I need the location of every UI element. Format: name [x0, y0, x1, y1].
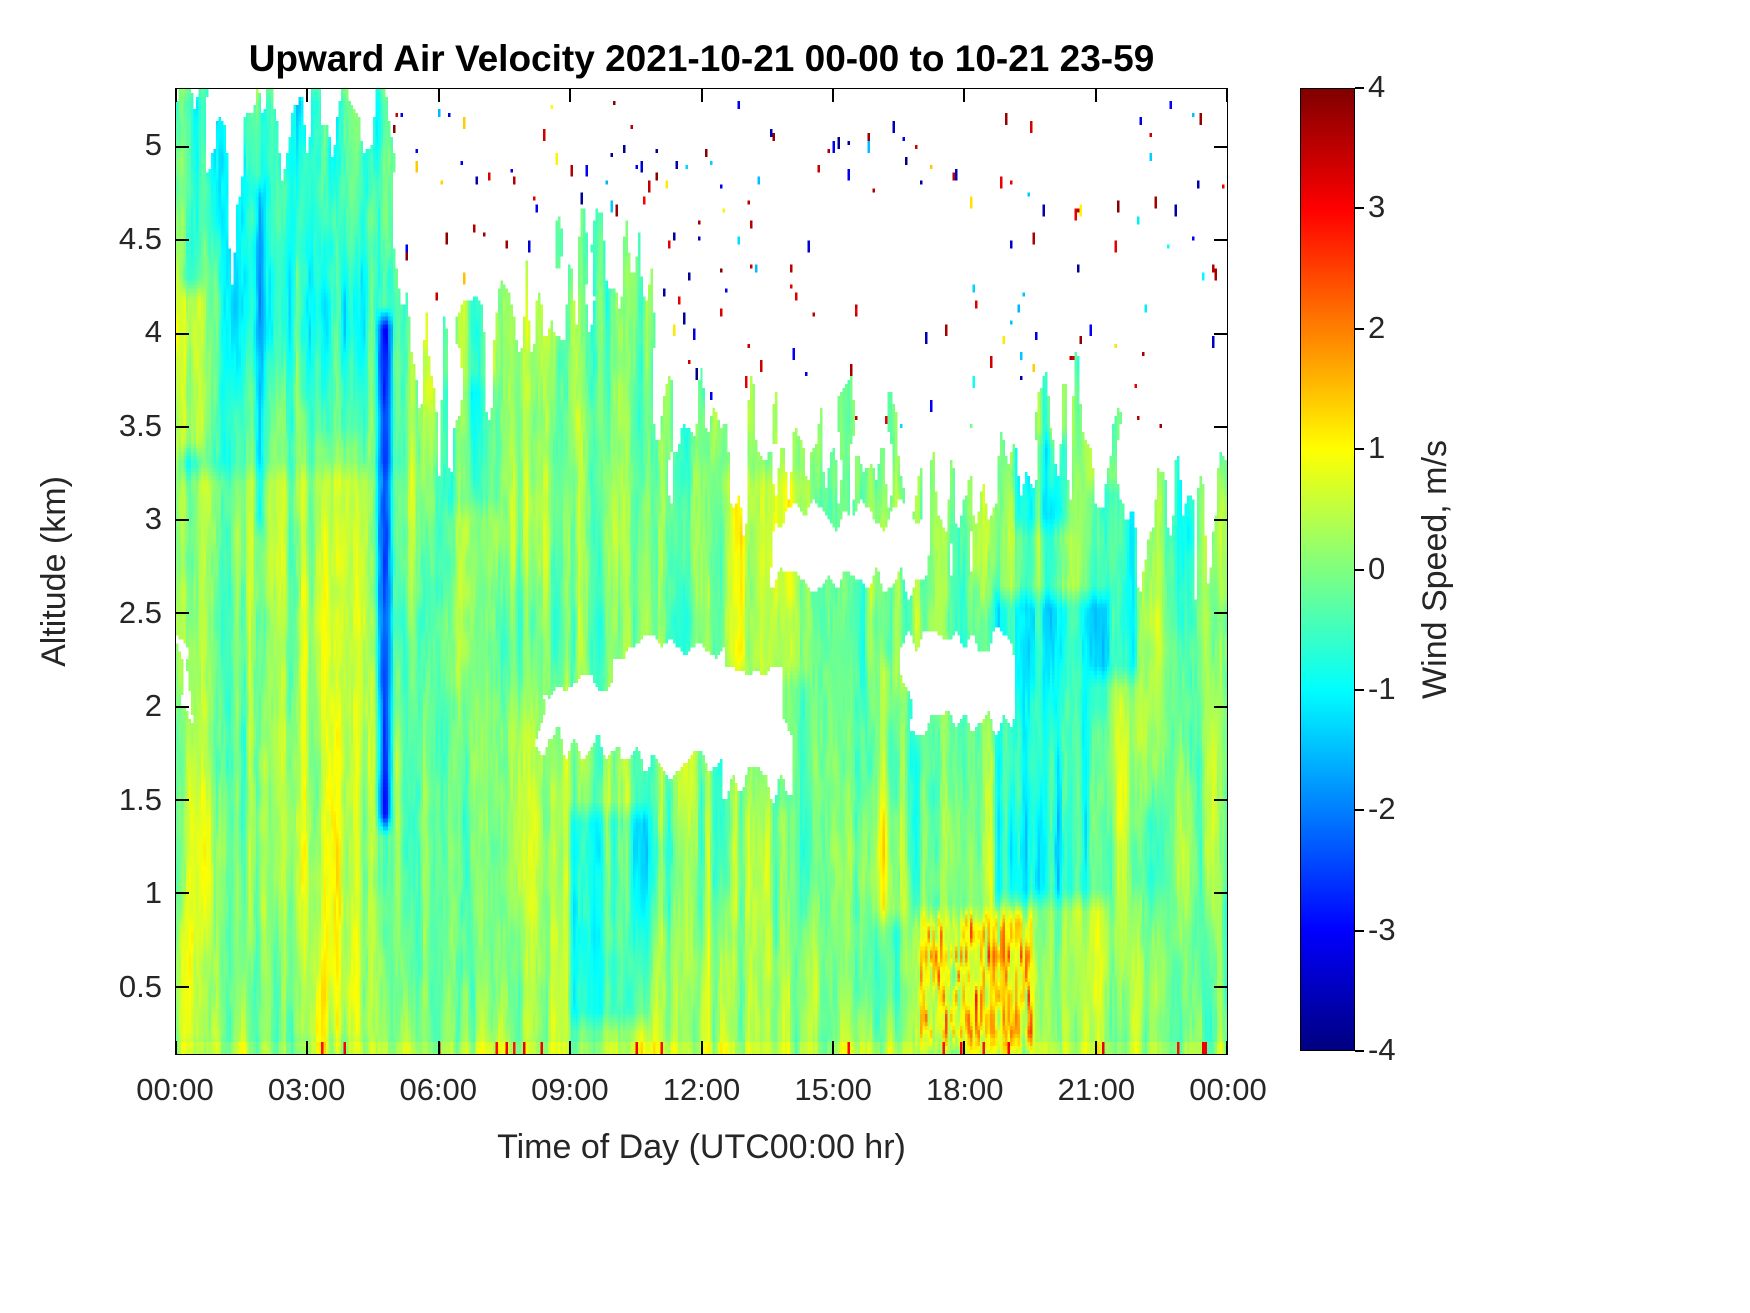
- y-tick-label: 2: [144, 688, 162, 724]
- x-tick-label: 09:00: [531, 1072, 609, 1107]
- x-tick-label: 12:00: [662, 1072, 741, 1107]
- x-tick: [438, 1041, 440, 1054]
- x-tick-label: 15:00: [794, 1072, 872, 1107]
- y-tick: [176, 333, 189, 335]
- y-tick: [176, 519, 189, 521]
- x-tick: [963, 1041, 965, 1054]
- colorbar-tick-label: -3: [1368, 911, 1396, 947]
- colorbar-tick: [1355, 207, 1364, 210]
- y-tick-right: [1214, 333, 1227, 335]
- y-tick-right: [1214, 239, 1227, 241]
- y-tick-right: [1214, 986, 1227, 988]
- x-tick: [701, 1041, 703, 1054]
- colorbar-label-box: Wind Speed, m/s: [1408, 88, 1462, 1051]
- plot-area: [175, 88, 1228, 1055]
- y-tick-right: [1214, 146, 1227, 148]
- colorbar-tick: [1355, 327, 1364, 330]
- colorbar-tick-label: 0: [1368, 550, 1386, 586]
- heatmap-canvas: [176, 89, 1227, 1054]
- y-tick-label: 3.5: [118, 407, 162, 443]
- y-tick-label: 2.5: [118, 594, 162, 630]
- x-tick-label: 00:00: [136, 1072, 214, 1107]
- colorbar-tick: [1355, 929, 1364, 932]
- colorbar-tick-label: -2: [1368, 791, 1396, 827]
- y-tick-label: 0.5: [118, 968, 162, 1004]
- colorbar-tick: [1355, 1050, 1364, 1052]
- colorbar-tick: [1355, 87, 1364, 89]
- colorbar-tick-label: -4: [1368, 1032, 1396, 1067]
- colorbar-tick-label: 2: [1368, 309, 1386, 345]
- x-tick: [306, 1041, 308, 1054]
- x-tick-top: [1226, 89, 1228, 102]
- x-tick: [175, 1041, 177, 1054]
- x-tick-top: [832, 89, 834, 102]
- x-tick-label: 21:00: [1057, 1072, 1136, 1107]
- x-tick: [1095, 1041, 1097, 1054]
- x-tick: [1226, 1041, 1228, 1054]
- y-tick-right: [1214, 612, 1227, 614]
- x-tick-top: [175, 89, 177, 102]
- chart-title: Upward Air Velocity 2021-10-21 00-00 to …: [248, 38, 1155, 79]
- colorbar-tick: [1355, 688, 1364, 691]
- y-tick-label: 1: [144, 875, 162, 911]
- y-tick-label: 3: [144, 501, 162, 537]
- y-tick-label: 1.5: [118, 781, 162, 817]
- x-tick-label: 18:00: [925, 1072, 1004, 1107]
- x-tick-label: 06:00: [399, 1072, 478, 1107]
- x-axis-label: Time of Day (UTC00:00 hr): [497, 1128, 906, 1166]
- y-tick-label: 4: [144, 314, 162, 350]
- y-tick: [176, 612, 189, 614]
- colorbar: [1300, 88, 1355, 1051]
- x-tick: [569, 1041, 571, 1054]
- x-tick-top: [569, 89, 571, 102]
- y-tick-right: [1214, 892, 1227, 894]
- y-tick: [176, 892, 189, 894]
- y-tick: [176, 706, 189, 708]
- x-tick-top: [701, 89, 703, 102]
- x-tick-top: [963, 89, 965, 102]
- colorbar-tick-label: 1: [1368, 430, 1386, 466]
- colorbar-tick-label: 4: [1368, 69, 1386, 104]
- y-tick-label: 4.5: [118, 220, 162, 256]
- y-tick: [176, 799, 189, 801]
- colorbar-tick-label: -1: [1368, 670, 1396, 706]
- x-tick-top: [306, 89, 308, 102]
- y-tick: [176, 426, 189, 428]
- colorbar-label: Wind Speed, m/s: [1415, 440, 1454, 699]
- y-axis-label: Altitude (km): [34, 476, 73, 667]
- y-tick-right: [1214, 799, 1227, 801]
- y-tick: [176, 146, 189, 148]
- x-tick-label: 03:00: [267, 1072, 346, 1107]
- y-tick: [176, 986, 189, 988]
- y-tick: [176, 239, 189, 241]
- y-tick-right: [1214, 519, 1227, 521]
- y-tick-label: 5: [144, 126, 162, 162]
- x-tick-label: 00:00: [1189, 1072, 1267, 1107]
- x-tick-top: [1095, 89, 1097, 102]
- colorbar-tick: [1355, 568, 1364, 571]
- x-tick: [832, 1041, 834, 1054]
- x-tick-top: [438, 89, 440, 102]
- y-tick-right: [1214, 706, 1227, 708]
- colorbar-canvas: [1301, 89, 1354, 1050]
- colorbar-tick: [1355, 809, 1364, 812]
- y-axis-label-box: Altitude (km): [28, 88, 80, 1055]
- colorbar-tick: [1355, 448, 1364, 451]
- y-tick-right: [1214, 426, 1227, 428]
- colorbar-tick-label: 3: [1368, 189, 1386, 225]
